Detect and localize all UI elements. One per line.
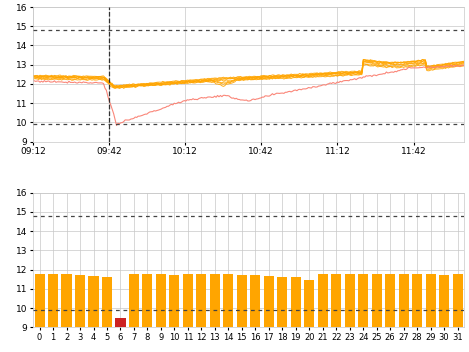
Bar — [156, 275, 166, 327]
Bar — [399, 274, 408, 327]
Bar — [237, 276, 247, 327]
Bar — [35, 274, 45, 327]
Bar — [129, 274, 139, 327]
Bar — [197, 275, 206, 327]
Bar — [425, 275, 436, 327]
Bar — [115, 318, 126, 327]
Bar — [169, 276, 180, 327]
Bar — [264, 276, 274, 327]
Bar — [291, 277, 301, 327]
Bar — [453, 275, 462, 327]
Bar — [61, 274, 72, 327]
Bar — [250, 276, 260, 327]
Bar — [75, 276, 85, 327]
Bar — [210, 275, 220, 327]
Bar — [412, 274, 422, 327]
Bar — [143, 274, 152, 327]
Bar — [223, 274, 234, 327]
Bar — [304, 280, 314, 327]
Bar — [358, 275, 368, 327]
Bar — [439, 276, 449, 327]
Bar — [89, 276, 98, 327]
Bar — [48, 274, 58, 327]
Bar — [318, 274, 328, 327]
Bar — [385, 274, 395, 327]
Bar — [102, 277, 112, 327]
Bar — [277, 277, 287, 327]
Bar — [331, 275, 341, 327]
Bar — [371, 275, 382, 327]
Bar — [345, 275, 355, 327]
Bar — [183, 275, 193, 327]
